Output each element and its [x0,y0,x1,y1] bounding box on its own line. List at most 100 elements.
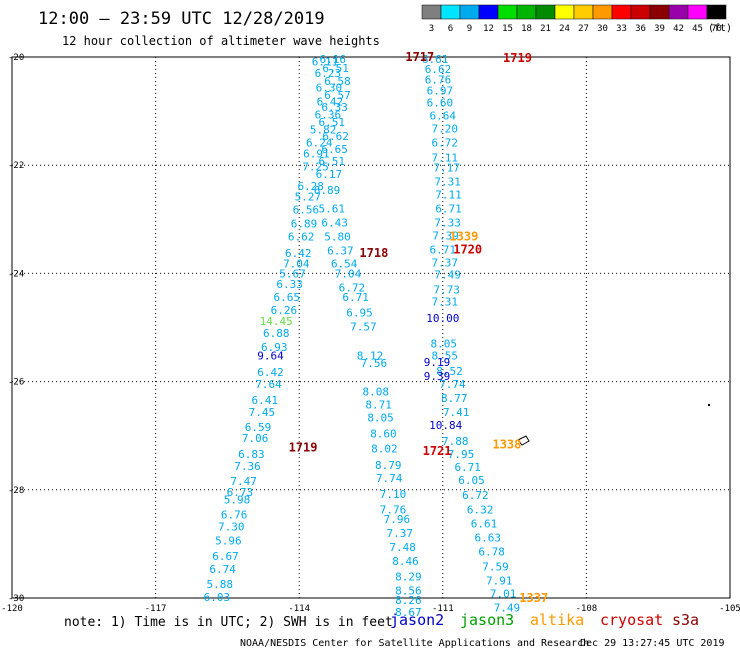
legend-swatch [649,4,670,20]
wave-height-value: 6.88 [263,327,290,340]
wave-height-labels: 6.166.116.516.236.586.306.576.426.336.36… [204,50,549,619]
pass-time-label: 1721 [423,444,452,458]
y-tick-label: -22 [8,161,24,171]
wave-height-value: 7.56 [361,357,388,370]
wave-height-value: 7.37 [386,527,413,540]
wave-height-value: 6.26 [271,304,298,317]
wave-height-value: 6.83 [238,448,265,461]
x-tick-label: -120 [1,604,23,614]
wave-height-value: 6.74 [209,563,236,576]
wave-height-value: 8.02 [371,443,398,456]
legend-swatch [421,4,442,20]
wave-height-value: 6.97 [427,85,454,98]
x-tick-label: -111 [432,604,454,614]
y-tick-label: -20 [8,53,24,63]
wave-height-value: 6.73 [227,486,254,499]
wave-height-value: 7.47 [230,475,257,488]
wave-height-value: 7.41 [443,406,470,419]
wave-height-value: 6.62 [322,130,349,143]
legend-swatch [592,4,613,20]
wave-height-value: 8.12 [357,350,384,363]
wave-height-value: 6.65 [274,291,301,304]
island-outline [517,435,530,446]
wave-height-value: 8.29 [395,570,422,583]
wave-height-value: 7.76 [380,503,407,516]
legend-swatch [573,4,594,20]
legend-swatch [668,4,689,20]
legend-level-label: 18 [521,24,532,34]
wave-height-value: 6.63 [475,531,502,544]
wave-height-value: 7.04 [283,258,310,271]
satellite-name: cryosat [600,611,663,629]
page-subtitle: 12 hour collection of altimeter wave hei… [62,34,380,48]
legend-level-label: 27 [578,24,589,34]
wave-height-value: 6.78 [478,545,505,558]
wave-height-value: 7.33 [434,217,461,230]
wave-height-value: 6.89 [314,184,341,197]
wave-height-value: 5.88 [206,578,233,591]
legend-swatch [535,4,556,20]
wave-height-value: 7.73 [433,284,460,297]
wave-height-value: 6.33 [276,278,303,291]
wave-height-value: 8.52 [436,365,463,378]
legend-level-label: 30 [597,24,608,34]
pass-time-label: 1717 [405,50,434,64]
wave-height-value: 6.65 [321,143,348,156]
wave-height-value: 8.26 [395,594,422,607]
wave-height-value: 6.33 [321,101,348,114]
wave-height-value: 6.42 [285,247,312,260]
wave-height-value: 6.59 [245,421,272,434]
legend-swatch [611,4,632,20]
axis-tick-labels: -120 -117 -114 -111 -108 -105 -20 -22 -24 -26 -28 -… [1,53,740,614]
wave-height-value: 6.76 [221,509,248,522]
wave-height-value: 10.00 [426,312,459,325]
wave-height-value: 5.80 [324,231,351,244]
wave-height-value: 6.60 [427,96,454,109]
legend-swatch [687,4,708,20]
color-legend: 3 6 9 12 15 18 21 24 27 30 33 36 39 42 45 70 [421,4,727,34]
wave-height-value: 9.19 [424,356,451,369]
legend-level-label: 9 [467,24,472,34]
wave-height-value: 7.11 [435,188,462,201]
wave-height-value: 6.95 [346,306,373,319]
wave-height-value: 8.60 [370,428,397,441]
wave-height-value: 6.71 [430,244,457,257]
wave-height-value: 5.96 [215,535,242,548]
wave-height-value: 8.05 [431,338,458,351]
wave-height-value: 8.67 [395,606,422,619]
wave-height-value: 6.91 [303,147,330,160]
y-tick-label: -26 [8,378,24,388]
y-tick-label: -28 [8,486,24,496]
wave-height-value: 7.06 [242,432,269,445]
wave-height-value: 6.23 [315,67,342,80]
wave-height-value: 7.31 [434,175,461,188]
wave-height-value: 5.98 [224,494,251,507]
satellite-name: jason3 [460,611,514,629]
wave-height-value: 8.08 [363,385,390,398]
footer-timestamp: Dec 29 13:27:45 UTC 2019 [580,638,725,649]
wave-height-value: 8.56 [395,584,422,597]
pass-time-label: 1339 [449,230,478,244]
legend-level-label: 12 [483,24,494,34]
legend-level-label: 24 [559,24,570,34]
wave-height-value: 7.95 [448,448,475,461]
wave-height-value: 7.11 [431,152,458,165]
wave-height-value: 6.51 [318,155,345,168]
wave-height-value: 9.39 [424,370,451,383]
wave-height-value: 6.41 [251,394,278,407]
pass-time-label: 1718 [359,246,388,260]
wave-height-value: 6.24 [306,136,333,149]
wave-height-value: 6.11 [312,55,339,68]
wave-height-value: 6.51 [322,62,349,75]
wave-height-value: 7.74 [439,378,466,391]
wave-height-value: 6.62 [425,63,452,76]
wave-height-value: 6.71 [435,202,462,215]
wave-height-value: 7.25 [302,160,329,173]
wave-height-value: 6.54 [331,258,358,271]
legend-level-label: 15 [502,24,513,34]
wave-height-value: 6.56 [293,204,320,217]
wave-height-value: 6.71 [342,291,369,304]
wave-height-value: 6.72 [431,136,458,149]
wave-height-value: 5.82 [310,123,337,136]
